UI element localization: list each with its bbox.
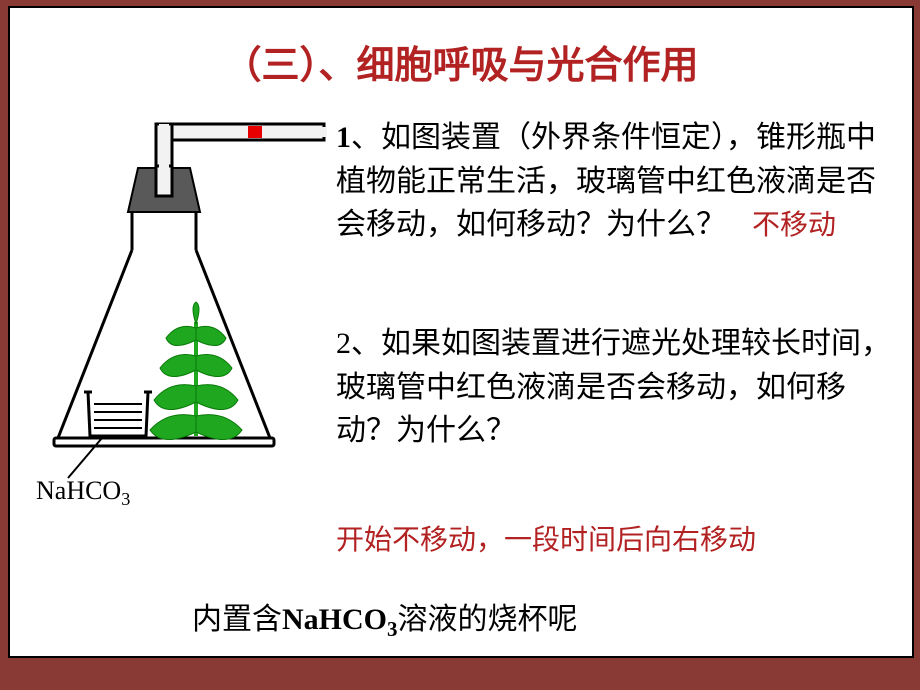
bottom-pre: 内置含 [192, 603, 282, 636]
tube-inner-mask [159, 124, 169, 190]
bottom-question: 内置含NaHCO3溶液的烧杯呢 [192, 594, 578, 642]
beaker-icon [84, 392, 152, 436]
nahco3-text: NaHCO [36, 476, 121, 505]
question-2: 2、如果如图装置进行遮光处理较长时间，玻璃管中红色液滴是否会移动，如何移动？为什… [336, 322, 896, 453]
question-1: 1、如图装置（外界条件恒定），锥形瓶中植物能正常生活，玻璃管中红色液滴是否会移动… [336, 116, 896, 247]
flask-diagram: NaHCO3 [40, 116, 340, 516]
slide-title: （三）、细胞呼吸与光合作用 [10, 34, 912, 89]
slide-frame: （三）、细胞呼吸与光合作用 [8, 6, 914, 658]
plant-icon [150, 302, 242, 440]
answer-1: 不移动 [752, 210, 836, 241]
bottom-chem-sub: 3 [387, 617, 398, 641]
bottom-post: 溶液的烧杯呢 [398, 603, 578, 636]
tube-open-end [321, 127, 327, 137]
nahco3-sub: 3 [121, 489, 130, 509]
bottom-chem: NaHCO [282, 603, 387, 636]
q1-number: 1 [336, 121, 351, 154]
label-pointer [68, 438, 102, 478]
nahco3-label: NaHCO3 [36, 476, 130, 510]
tube [156, 124, 324, 140]
red-drop-icon [248, 126, 262, 138]
answer-2: 开始不移动，一段时间后向右移动 [336, 518, 896, 558]
flask-svg [40, 116, 340, 516]
q2-text: 2、如果如图装置进行遮光处理较长时间，玻璃管中红色液滴是否会移动，如何移动？为什… [336, 327, 891, 447]
